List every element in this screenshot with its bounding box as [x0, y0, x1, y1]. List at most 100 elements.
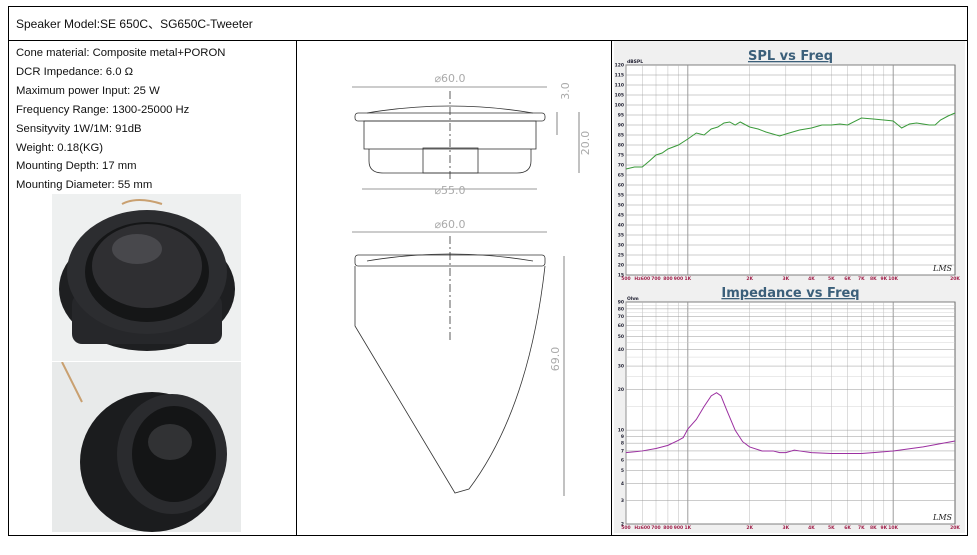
y-tick-label: 35 — [618, 233, 624, 239]
x-tick-label: 20K — [950, 276, 960, 282]
x-tick-label: 6K — [844, 525, 851, 531]
y-tick-label: 20 — [618, 387, 624, 393]
y-tick-label: 85 — [618, 133, 624, 139]
side-height-label: 69.0 — [549, 347, 562, 372]
y-tick-label: 60 — [618, 183, 624, 189]
y-tick-label: 75 — [618, 153, 624, 159]
y-tick-label: 105 — [615, 93, 624, 99]
y-tick-label: 80 — [618, 306, 624, 312]
terminal-block — [422, 147, 479, 174]
tweeter-front-photo — [52, 194, 241, 361]
y-tick-label: 4 — [621, 481, 624, 487]
y-tick-label: 5 — [621, 468, 624, 474]
x-tick-label: 700 — [651, 276, 660, 282]
x-tick-label: 4K — [808, 525, 815, 531]
x-tick-label: 2K — [746, 276, 753, 282]
x-tick-label: 900 — [674, 525, 683, 531]
spec-dcr-impedance: DCR Impedance: 6.0 Ω — [16, 65, 134, 78]
x-tick-label: 8K — [870, 276, 877, 282]
table-row-divider — [8, 40, 968, 41]
x-tick-label: 5K — [828, 276, 835, 282]
x-tick-label: 500 — [621, 525, 630, 531]
x-tick-label: 800 — [663, 276, 672, 282]
x-tick-label: 1K — [685, 276, 692, 282]
y-tick-label: 70 — [618, 314, 624, 320]
dimension-drawing: ⌀60.0 3.0 20.0 ⌀55.0 ⌀60.0 69.0 — [352, 72, 592, 496]
x-tick-label: 8K — [870, 525, 877, 531]
chart-title: Impedance vs Freq — [721, 286, 859, 301]
x-tick-label: 1K — [685, 525, 692, 531]
y-axis-label: Ohm — [627, 296, 639, 302]
top-diameter-label: ⌀60.0 — [434, 72, 465, 85]
y-tick-label: 115 — [615, 73, 624, 79]
y-axis-label: dBSPL — [627, 59, 643, 65]
grille-dome — [366, 105, 534, 114]
side-diameter-label: ⌀60.0 — [434, 218, 465, 231]
x-tick-label: 9K — [880, 276, 887, 282]
y-tick-label: 25 — [618, 253, 624, 259]
y-tick-label: 10 — [618, 428, 624, 434]
spec-cone-material: Cone material: Composite metal+PORON — [16, 47, 226, 59]
speaker-model-title: Speaker Model:SE 650C、SG650C-Tweeter — [16, 17, 253, 31]
data-series-line — [625, 392, 956, 454]
spec-list: Cone material: Composite metal+PORON DCR… — [16, 44, 225, 195]
x-tick-label: Hz600 — [634, 525, 650, 531]
spl-chart: 120 115 110 105 100 95 90 85 80 75 70 65 60 55 50 45 40 3… — [614, 41, 965, 283]
x-tick-label: 10K — [888, 276, 898, 282]
x-tick-label: Hz600 — [634, 276, 650, 282]
y-tick-label: 95 — [618, 113, 624, 119]
x-tick-label: 900 — [674, 276, 683, 282]
y-tick-label: 100 — [615, 103, 624, 109]
y-tick-label: 65 — [618, 173, 624, 179]
table-bottom-border — [8, 535, 968, 536]
x-tick-label: 3K — [782, 276, 789, 282]
data-series-line — [625, 112, 956, 170]
tweeter-angled-photo — [52, 362, 241, 532]
plot-area — [625, 301, 956, 525]
x-tick-label: 10K — [888, 525, 898, 531]
spec-sensitivity: Sensityvity 1W/1M: 91dB — [16, 122, 142, 135]
x-tick-label: 2K — [746, 525, 753, 531]
x-tick-label: 3K — [782, 525, 789, 531]
y-tick-label: 30 — [618, 243, 624, 249]
y-tick-label: 7 — [621, 448, 624, 454]
col-divider-1 — [296, 40, 297, 536]
y-tick-label: 55 — [618, 193, 624, 199]
table-right-border — [967, 6, 968, 536]
x-tick-label: 4K — [808, 276, 815, 282]
lms-watermark: LMS — [932, 513, 953, 522]
y-tick-label: 15 — [618, 273, 624, 279]
side-view-drawing — [352, 231, 565, 496]
y-tick-label: 2 — [621, 522, 624, 528]
spec-mounting-depth: Mounting Depth: 17 mm — [16, 160, 137, 173]
table-left-border — [8, 6, 9, 536]
y-tick-label: 3 — [621, 498, 624, 504]
y-tick-label: 90 — [618, 300, 624, 306]
y-tick-label: 45 — [618, 213, 624, 219]
y-tick-label: 30 — [618, 364, 624, 370]
y-tick-label: 50 — [618, 203, 624, 209]
x-tick-label: 9K — [880, 525, 887, 531]
y-tick-label: 50 — [618, 334, 624, 340]
top-view-drawing — [354, 91, 546, 181]
y-tick-label: 110 — [615, 83, 624, 89]
mount-diameter-label: ⌀55.0 — [434, 184, 465, 197]
body-outline — [363, 120, 537, 150]
y-tick-label: 80 — [618, 143, 624, 149]
y-tick-label: 20 — [618, 263, 624, 269]
x-tick-label: 500 — [621, 276, 630, 282]
spec-frequency-range: Frequency Range: 1300-25000 Hz — [16, 103, 190, 116]
y-tick-label: 60 — [618, 323, 624, 329]
x-tick-label: 7K — [858, 525, 865, 531]
y-tick-label: 6 — [621, 457, 624, 463]
body-height-label: 20.0 — [579, 131, 592, 156]
spec-weight: Weight: 0.18(KG) — [16, 141, 104, 154]
x-tick-label: 700 — [651, 525, 660, 531]
y-tick-label: 9 — [621, 434, 624, 440]
x-tick-label: 5K — [828, 525, 835, 531]
chart-title: SPL vs Freq — [748, 49, 833, 64]
col-divider-2 — [611, 40, 612, 536]
y-tick-label: 90 — [618, 123, 624, 129]
housing-outline — [354, 265, 546, 494]
